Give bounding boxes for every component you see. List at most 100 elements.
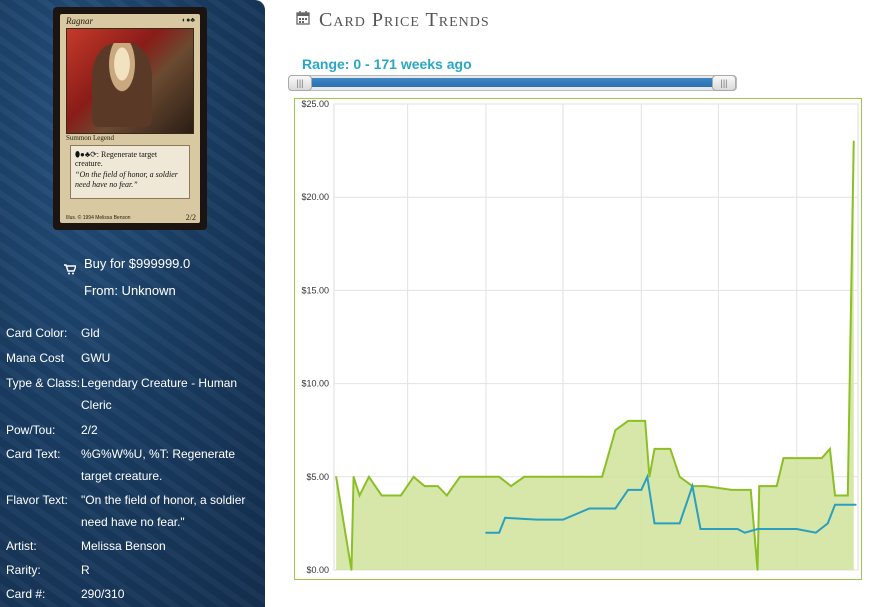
buy-link[interactable]: Buy for $999999.0 <box>84 256 191 271</box>
card-frame: Ragnar ◐●♣ Summon Legend ⬮●♣⟳: Regenerat… <box>60 14 200 223</box>
series-line-1 <box>485 473 856 534</box>
card-image-pt: 2/2 <box>185 213 196 222</box>
detail-label: Rarity: <box>6 563 41 577</box>
series-point-0 <box>627 420 629 422</box>
series-point-1 <box>562 518 564 521</box>
series-point-0 <box>562 476 564 478</box>
card-image-illus: Illus. © 1994 Melissa Benson <box>66 215 131 221</box>
series-point-1 <box>653 522 656 525</box>
card-sidebar: Ragnar ◐●♣ Summon Legend ⬮●♣⟳: Regenerat… <box>0 0 265 607</box>
detail-value: 290/310 <box>81 587 125 601</box>
series-point-1 <box>640 489 643 491</box>
detail-value: 2/2 <box>81 423 98 437</box>
detail-value: GWU <box>81 351 111 365</box>
y-tick-label: $0.00 <box>306 565 329 575</box>
series-point-0 <box>437 485 439 487</box>
series-point-1 <box>855 503 857 506</box>
series-point-0 <box>821 457 823 459</box>
y-tick-label: $10.00 <box>301 379 329 389</box>
series-point-1 <box>588 507 591 510</box>
card-image-name: Ragnar <box>66 16 93 26</box>
card-art-figure <box>92 43 152 127</box>
series-point-0 <box>782 457 785 459</box>
range-handle-right[interactable]: ||| <box>712 75 736 91</box>
card-image-mana: ◐●♣ <box>181 17 195 24</box>
series-point-0 <box>335 476 337 478</box>
series-point-1 <box>678 522 681 525</box>
series-point-0 <box>678 476 681 478</box>
series-point-0 <box>756 569 759 571</box>
series-point-0 <box>704 485 707 487</box>
series-point-1 <box>504 517 506 519</box>
series-point-0 <box>446 494 448 497</box>
card-image: Ragnar ◐●♣ Summon Legend ⬮●♣⟳: Regenerat… <box>53 7 207 230</box>
series-point-1 <box>498 531 500 534</box>
detail-value: R <box>81 563 90 577</box>
detail-value: %G%W%U, %T: Regenerate target creature. <box>81 447 236 483</box>
series-point-0 <box>614 429 617 432</box>
series-point-0 <box>412 476 415 478</box>
series-point-0 <box>758 485 761 487</box>
y-tick-label: $25.00 <box>301 99 329 109</box>
series-point-1 <box>736 528 739 530</box>
series-point-0 <box>549 476 552 478</box>
series-point-0 <box>653 448 656 450</box>
calendar-icon <box>296 11 310 30</box>
series-point-0 <box>834 494 836 497</box>
detail-label: Type & Class: <box>6 376 81 390</box>
detail-label: Artist: <box>6 539 37 553</box>
series-point-0 <box>846 494 849 497</box>
series-point-1 <box>815 531 817 534</box>
detail-value: Melissa Benson <box>81 539 166 553</box>
series-point-1 <box>646 476 649 478</box>
range-slider-fill <box>300 78 724 87</box>
card-image-flavor: “On the field of honor, a soldier need h… <box>75 170 178 189</box>
series-point-1 <box>699 528 702 530</box>
series-point-0 <box>400 494 402 497</box>
series-point-0 <box>775 485 778 487</box>
series-point-1 <box>627 489 629 491</box>
y-tick-label: $20.00 <box>301 192 329 202</box>
series-point-1 <box>826 522 829 525</box>
series-point-1 <box>795 528 798 530</box>
series-point-0 <box>459 476 461 478</box>
series-point-0 <box>852 140 855 143</box>
series-point-0 <box>510 485 512 487</box>
series-point-0 <box>749 489 752 491</box>
series-point-1 <box>485 531 487 534</box>
series-point-1 <box>691 485 694 487</box>
series-point-0 <box>588 476 591 478</box>
series-point-0 <box>423 485 426 487</box>
card-image-type: Summon Legend <box>66 134 115 142</box>
series-point-1 <box>536 518 538 521</box>
card-image-textbox: ⬮●♣⟳: Regenerate target creature. “On th… <box>70 145 190 199</box>
series-point-1 <box>614 507 617 510</box>
series-point-0 <box>730 489 733 491</box>
series-point-0 <box>358 494 361 497</box>
series-area-0 <box>336 141 854 570</box>
card-art <box>66 28 194 134</box>
series-point-0 <box>368 476 370 478</box>
series-point-0 <box>669 448 672 450</box>
detail-value: Gld <box>81 326 100 340</box>
series-point-0 <box>644 420 646 422</box>
y-tick-label: $15.00 <box>301 285 329 295</box>
series-point-0 <box>352 476 355 478</box>
series-point-1 <box>834 503 836 506</box>
detail-label: Mana Cost <box>6 351 65 365</box>
detail-label: Card Color: <box>6 326 68 340</box>
series-point-0 <box>498 476 500 478</box>
series-point-1 <box>743 531 746 534</box>
page-title: Card Price Trends <box>319 9 490 31</box>
detail-value: "On the field of honor, a soldier need h… <box>81 493 246 529</box>
series-point-0 <box>523 476 526 478</box>
series-point-0 <box>648 476 651 478</box>
series-point-0 <box>350 569 353 571</box>
price-trend-chart: $0.00$5.00$10.00$15.00$20.00$25.00Jul 20… <box>294 98 862 580</box>
shopping-cart-icon[interactable] <box>64 264 78 278</box>
detail-label: Pow/Tou: <box>6 423 56 437</box>
range-handle-left[interactable]: ||| <box>288 75 312 91</box>
series-point-0 <box>601 476 603 478</box>
card-image-rules: ⬮●♣⟳: Regenerate target creature. <box>75 150 158 169</box>
series-point-0 <box>829 448 831 450</box>
